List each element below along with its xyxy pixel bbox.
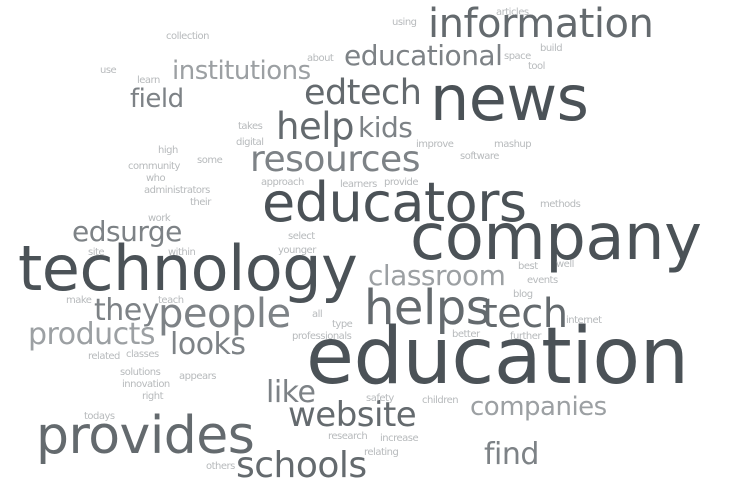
word-appears: appears — [179, 371, 216, 382]
word-tool: tool — [528, 61, 545, 72]
word-they: they — [94, 293, 160, 328]
word-community: community — [128, 161, 180, 172]
word-best: best — [518, 261, 538, 272]
word-education: education — [306, 312, 689, 402]
word-all: all — [312, 309, 323, 320]
word-right: right — [142, 391, 164, 402]
word-provides: provides — [36, 406, 255, 466]
word-use: use — [100, 65, 117, 76]
word-products: products — [28, 317, 156, 352]
word-related: related — [88, 351, 120, 362]
word-increase: increase — [380, 433, 419, 444]
word-looks: looks — [170, 327, 246, 362]
word-tech: tech — [482, 291, 568, 337]
word-solutions: solutions — [120, 367, 161, 378]
word-field: field — [130, 84, 184, 114]
word-internet: internet — [566, 315, 602, 326]
word-help: help — [276, 105, 354, 148]
word-technology: technology — [18, 232, 358, 305]
word-learn: learn — [137, 75, 160, 86]
word-edsurge: edsurge — [72, 215, 182, 248]
word-using: using — [392, 17, 417, 28]
word-provide: provide — [384, 177, 419, 188]
word-takes: takes — [238, 121, 263, 132]
word-further: further — [510, 331, 542, 342]
word-who: who — [146, 173, 166, 184]
word-improve: improve — [416, 139, 454, 150]
word-research: research — [328, 431, 368, 442]
word-approach: approach — [261, 177, 304, 188]
word-site: site — [88, 247, 105, 258]
word-website: website — [288, 395, 417, 435]
word-find: find — [484, 437, 539, 472]
word-their: their — [190, 197, 211, 208]
word-like: like — [266, 375, 316, 410]
word-events: events — [527, 275, 558, 286]
word-digital: digital — [236, 137, 264, 148]
word-administrators: administrators — [144, 185, 210, 196]
word-software: software — [460, 151, 499, 162]
word-company: company — [410, 201, 702, 275]
word-well: well — [556, 259, 574, 270]
word-methods: methods — [540, 199, 581, 210]
word-select: select — [288, 231, 315, 242]
word-blog: blog — [513, 289, 533, 300]
word-edtech: edtech — [304, 73, 422, 113]
word-educational: educational — [344, 39, 503, 72]
word-better: better — [452, 329, 480, 340]
word-institutions: institutions — [172, 56, 311, 86]
word-articles: articles — [496, 7, 529, 18]
word-children: children — [422, 395, 459, 406]
word-professionals: professionals — [292, 331, 352, 342]
word-companies: companies — [470, 392, 607, 422]
word-innovation: innovation — [122, 379, 170, 390]
word-make: make — [66, 295, 92, 306]
word-classroom: classroom — [368, 259, 506, 292]
word-todays: todays — [84, 411, 115, 422]
word-build: build — [540, 43, 563, 54]
word-work: work — [148, 213, 171, 224]
word-space: space — [504, 51, 531, 62]
word-classes: classes — [126, 349, 159, 360]
word-resources: resources — [250, 139, 420, 180]
word-about: about — [307, 53, 334, 64]
word-collection: collection — [166, 31, 209, 42]
word-relating: relating — [364, 447, 399, 458]
word-information: information — [428, 1, 654, 47]
word-others: others — [206, 461, 235, 472]
word-younger: younger — [278, 245, 316, 256]
word-helps: helps — [364, 280, 491, 336]
word-type: type — [332, 319, 353, 330]
word-high: high — [158, 145, 178, 156]
word-some: some — [197, 155, 223, 166]
word-teach: teach — [158, 295, 184, 306]
word-people: people — [158, 291, 291, 337]
word-schools: schools — [236, 445, 367, 486]
word-kids: kids — [358, 111, 413, 144]
word-safety: safety — [366, 393, 394, 404]
word-learners: learners — [340, 179, 377, 190]
word-mashup: mashup — [494, 139, 532, 150]
word-within: within — [168, 247, 196, 258]
word-educators: educators — [262, 171, 527, 234]
word-news: news — [430, 62, 589, 135]
